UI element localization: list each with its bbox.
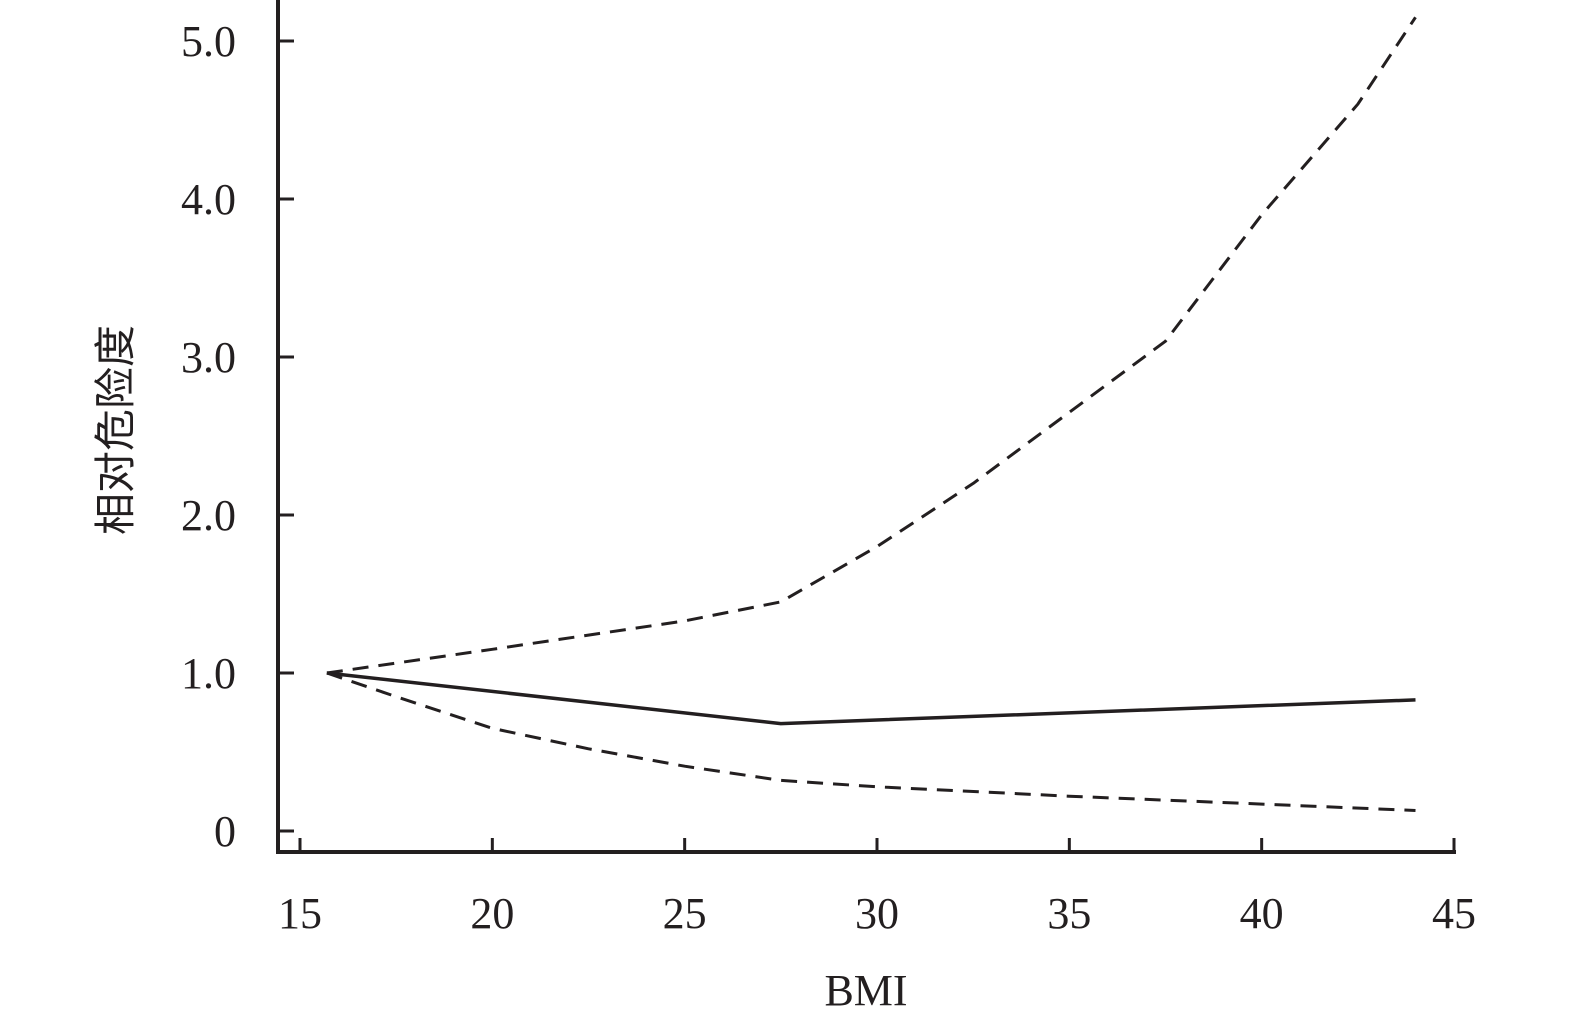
x-tick-label: 25 — [663, 889, 707, 938]
ci-bound-line-2 — [326, 671, 1416, 812]
y-tick-label: 5.0 — [181, 17, 236, 66]
ci-bound-line-1 — [326, 16, 1417, 675]
y-axis-ticks: 0 1.0 2.0 3.0 4.0 5.0 — [181, 17, 294, 856]
axes — [276, 0, 1456, 854]
x-tick-label: 45 — [1432, 889, 1476, 938]
y-axis-label: 相对危险度 — [91, 325, 140, 535]
x-tick-label: 15 — [278, 889, 322, 938]
x-tick-label: 20 — [470, 889, 514, 938]
x-tick-label: 35 — [1047, 889, 1091, 938]
plot-series — [326, 16, 1417, 812]
x-axis-label: BMI — [824, 966, 907, 1015]
y-tick-label: 2.0 — [181, 491, 236, 540]
y-tick-label: 0 — [214, 807, 236, 856]
x-axis-ticks: 15 20 25 30 35 40 45 — [278, 838, 1476, 938]
y-tick-label: 4.0 — [181, 175, 236, 224]
x-tick-label: 40 — [1240, 889, 1284, 938]
y-tick-label: 3.0 — [181, 333, 236, 382]
estimate-line — [326, 671, 1416, 726]
y-tick-label: 1.0 — [181, 649, 236, 698]
x-tick-label: 30 — [855, 889, 899, 938]
